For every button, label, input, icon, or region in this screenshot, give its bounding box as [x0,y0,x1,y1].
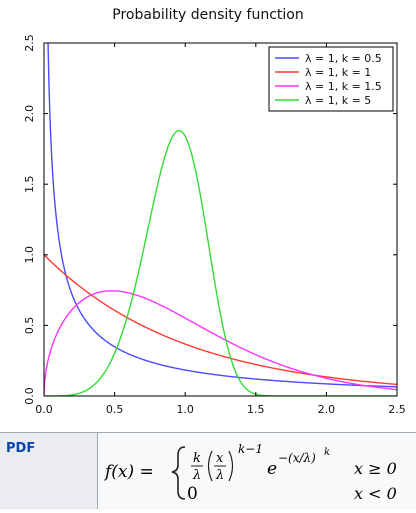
exp-exponent-k: k [324,447,330,458]
y-tick-label: 0.5 [23,317,36,335]
exp-exponent: −(x/λ) [278,451,316,465]
x-tick-label: 2.5 [388,403,406,416]
condition-2: x < 0 [354,484,397,503]
legend-label-4: λ = 1, k = 5 [305,94,371,107]
series-line-3 [44,290,397,396]
formula-lhs: f(x) = [103,462,154,482]
y-tick-label: 2.5 [23,34,36,52]
plot-frame [43,42,398,397]
x-tick-label: 1.0 [176,403,194,416]
y-tick-label: 1.5 [23,175,36,193]
legend-label-3: λ = 1, k = 1.5 [305,80,382,93]
paren-right [228,450,234,482]
x-tick-label: 2.0 [318,403,336,416]
pdf-formula-svg: f(x) = k λ x λ k−1 e −(x/λ) k x ≥ 0 0 x … [103,442,397,504]
chart-title: Probability density function [112,7,304,23]
weibull-pdf-chart: 0.0 0.5 1.0 1.5 2.0 2.5 0.0 0.5 1.0 1.5 2.0 2.5 λ =… [23,34,406,416]
y-tick-label: 1.0 [23,246,36,263]
legend-label-2: λ = 1, k = 1 [305,66,371,79]
cases-brace [171,446,186,500]
x-tick-label: 1.5 [247,403,265,416]
series-line-1 [47,43,397,388]
frac2-numerator: x [216,451,224,466]
condition-1: x ≥ 0 [354,459,397,478]
frac1-numerator: k [193,451,201,466]
pdf-row: PDF f(x) = k λ x λ k−1 e −(x/λ) k x ≥ 0 … [0,432,416,510]
x-tick-label: 0.0 [35,403,53,416]
axes-ticks: 0.0 0.5 1.0 1.5 2.0 2.5 0.0 0.5 1.0 1.5 2.0 2.5 [23,34,406,416]
case2-value: 0 [187,484,198,504]
chart-container: Probability density function 0.0 0.5 1.0 1.… [23,7,406,416]
y-tick-label: 2.0 [23,105,36,123]
exponent-k-minus-1: k−1 [238,442,263,456]
frac2-denominator: λ [215,468,224,483]
paren-left [207,450,213,482]
series-line-2 [44,254,397,386]
exp-base: e [267,459,277,479]
x-tick-label: 0.5 [106,403,124,416]
pdf-row-label[interactable]: PDF [0,433,98,509]
pdf-formula: f(x) = k λ x λ k−1 e −(x/λ) k x ≥ 0 0 x … [99,433,416,509]
frac1-denominator: λ [192,468,201,483]
y-tick-label: 0.0 [23,387,36,405]
legend: λ = 1, k = 0.5λ = 1, k = 1λ = 1, k = 1.5… [268,46,394,112]
series-line-4 [44,129,397,396]
plot-curves [44,43,397,396]
legend-label-1: λ = 1, k = 0.5 [305,52,382,65]
